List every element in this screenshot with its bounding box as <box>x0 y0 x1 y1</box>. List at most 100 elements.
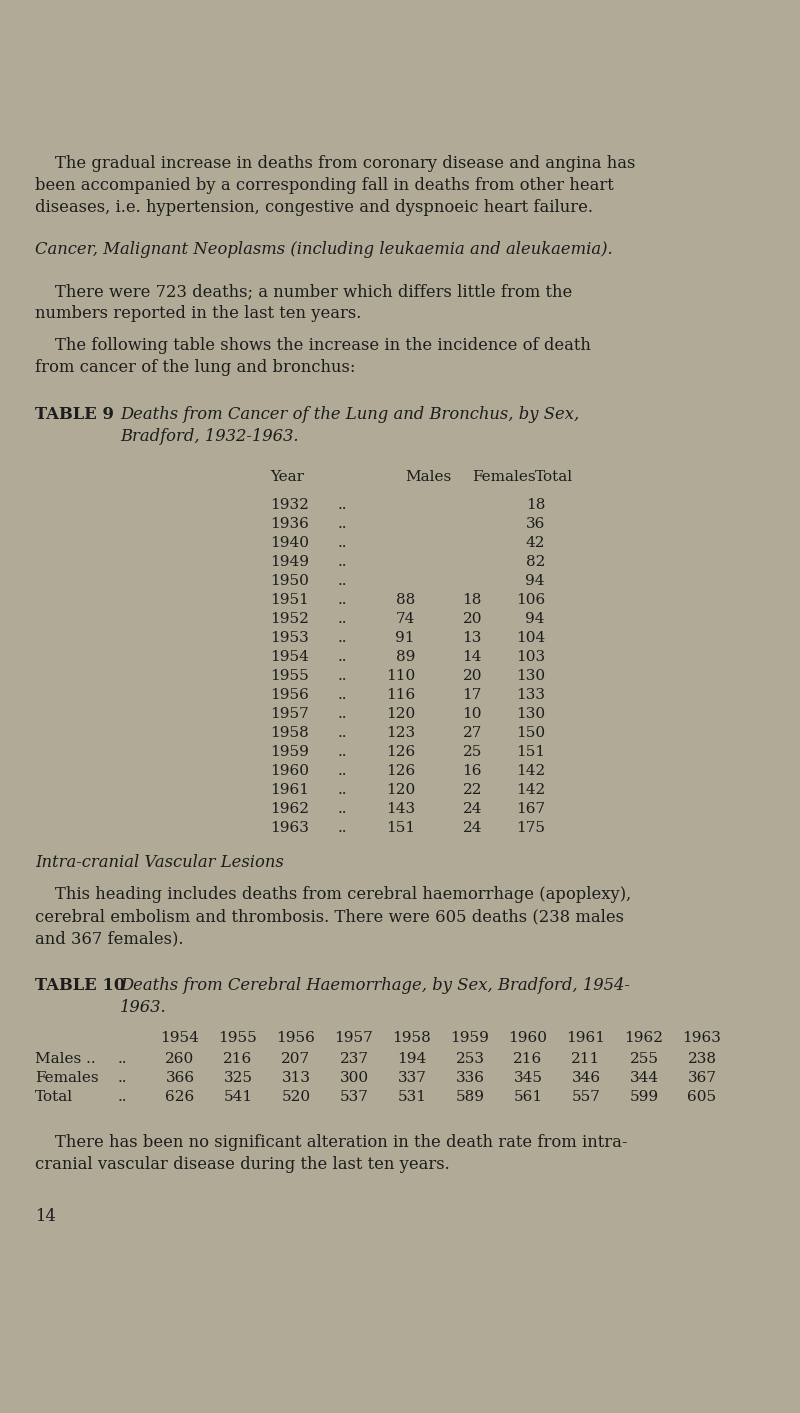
Text: ..: .. <box>338 764 347 779</box>
Text: been accompanied by a corresponding fall in deaths from other heart: been accompanied by a corresponding fall… <box>35 177 614 194</box>
Text: Year: Year <box>270 471 304 485</box>
Text: Total: Total <box>35 1089 73 1104</box>
Text: 20: 20 <box>462 612 482 626</box>
Text: 1956: 1956 <box>270 688 309 702</box>
Text: ..: .. <box>338 745 347 759</box>
Text: 151: 151 <box>516 745 545 759</box>
Text: 116: 116 <box>386 688 415 702</box>
Text: Females: Females <box>472 471 536 485</box>
Text: 16: 16 <box>462 764 482 779</box>
Text: ..: .. <box>118 1071 127 1085</box>
Text: 133: 133 <box>516 688 545 702</box>
Text: 91: 91 <box>395 632 415 644</box>
Text: 130: 130 <box>516 668 545 682</box>
Text: ..: .. <box>338 612 347 626</box>
Text: 167: 167 <box>516 803 545 815</box>
Text: ..: .. <box>338 821 347 835</box>
Text: 194: 194 <box>398 1053 426 1065</box>
Text: 325: 325 <box>223 1071 253 1085</box>
Text: ..: .. <box>118 1053 127 1065</box>
Text: 367: 367 <box>687 1071 717 1085</box>
Text: 1957: 1957 <box>334 1031 374 1046</box>
Text: 142: 142 <box>516 764 545 779</box>
Text: 88: 88 <box>396 593 415 608</box>
Text: 366: 366 <box>166 1071 194 1085</box>
Text: 126: 126 <box>386 745 415 759</box>
Text: 20: 20 <box>462 668 482 682</box>
Text: TABLE 10: TABLE 10 <box>35 976 126 993</box>
Text: 255: 255 <box>630 1053 658 1065</box>
Text: 337: 337 <box>398 1071 426 1085</box>
Text: 24: 24 <box>462 821 482 835</box>
Text: 531: 531 <box>398 1089 426 1104</box>
Text: ..: .. <box>338 555 347 569</box>
Text: 537: 537 <box>339 1089 369 1104</box>
Text: ..: .. <box>338 593 347 608</box>
Text: 336: 336 <box>455 1071 485 1085</box>
Text: 120: 120 <box>386 706 415 721</box>
Text: ..: .. <box>338 497 347 512</box>
Text: 103: 103 <box>516 650 545 664</box>
Text: 36: 36 <box>526 517 545 531</box>
Text: 344: 344 <box>630 1071 658 1085</box>
Text: Cancer, Malignant Neoplasms (including leukaemia and aleukaemia).: Cancer, Malignant Neoplasms (including l… <box>35 242 613 259</box>
Text: diseases, i.e. hypertension, congestive and dyspnoeic heart failure.: diseases, i.e. hypertension, congestive … <box>35 199 593 216</box>
Text: 1963: 1963 <box>270 821 309 835</box>
Text: 143: 143 <box>386 803 415 815</box>
Text: 1954: 1954 <box>270 650 309 664</box>
Text: 207: 207 <box>282 1053 310 1065</box>
Text: ..: .. <box>338 668 347 682</box>
Text: 216: 216 <box>223 1053 253 1065</box>
Text: 313: 313 <box>282 1071 310 1085</box>
Text: 126: 126 <box>386 764 415 779</box>
Text: 589: 589 <box>455 1089 485 1104</box>
Text: 1955: 1955 <box>218 1031 258 1046</box>
Text: 74: 74 <box>396 612 415 626</box>
Text: 1962: 1962 <box>270 803 309 815</box>
Text: from cancer of the lung and bronchus:: from cancer of the lung and bronchus: <box>35 359 355 376</box>
Text: 345: 345 <box>514 1071 542 1085</box>
Text: 599: 599 <box>630 1089 658 1104</box>
Text: 150: 150 <box>516 726 545 740</box>
Text: 1958: 1958 <box>270 726 309 740</box>
Text: 89: 89 <box>396 650 415 664</box>
Text: ..: .. <box>118 1089 127 1104</box>
Text: Bradford, 1932-1963.: Bradford, 1932-1963. <box>120 428 298 445</box>
Text: ..: .. <box>338 706 347 721</box>
Text: Intra-cranial Vascular Lesions: Intra-cranial Vascular Lesions <box>35 853 284 870</box>
Text: 1953: 1953 <box>270 632 309 644</box>
Text: 106: 106 <box>516 593 545 608</box>
Text: 94: 94 <box>526 574 545 588</box>
Text: 1936: 1936 <box>270 517 309 531</box>
Text: 18: 18 <box>526 497 545 512</box>
Text: 626: 626 <box>166 1089 194 1104</box>
Text: ..: .. <box>338 517 347 531</box>
Text: ..: .. <box>338 536 347 550</box>
Text: 1940: 1940 <box>270 536 309 550</box>
Text: 1961: 1961 <box>270 783 309 797</box>
Text: 22: 22 <box>462 783 482 797</box>
Text: 300: 300 <box>339 1071 369 1085</box>
Text: Females: Females <box>35 1071 98 1085</box>
Text: The following table shows the increase in the incidence of death: The following table shows the increase i… <box>55 336 591 355</box>
Text: 1960: 1960 <box>509 1031 547 1046</box>
Text: 82: 82 <box>526 555 545 569</box>
Text: 1957: 1957 <box>270 706 309 721</box>
Text: 1961: 1961 <box>566 1031 606 1046</box>
Text: Males ..: Males .. <box>35 1053 96 1065</box>
Text: 1963: 1963 <box>682 1031 722 1046</box>
Text: 27: 27 <box>462 726 482 740</box>
Text: 94: 94 <box>526 612 545 626</box>
Text: 346: 346 <box>571 1071 601 1085</box>
Text: Total: Total <box>535 471 573 485</box>
Text: cerebral embolism and thrombosis. There were 605 deaths (238 males: cerebral embolism and thrombosis. There … <box>35 909 624 926</box>
Text: 237: 237 <box>339 1053 369 1065</box>
Text: and 367 females).: and 367 females). <box>35 930 183 947</box>
Text: 1958: 1958 <box>393 1031 431 1046</box>
Text: 561: 561 <box>514 1089 542 1104</box>
Text: Deaths from Cerebral Haemorrhage, by Sex, Bradford, 1954-: Deaths from Cerebral Haemorrhage, by Sex… <box>120 976 630 993</box>
Text: 605: 605 <box>687 1089 717 1104</box>
Text: 25: 25 <box>462 745 482 759</box>
Text: cranial vascular disease during the last ten years.: cranial vascular disease during the last… <box>35 1156 450 1173</box>
Text: 1949: 1949 <box>270 555 309 569</box>
